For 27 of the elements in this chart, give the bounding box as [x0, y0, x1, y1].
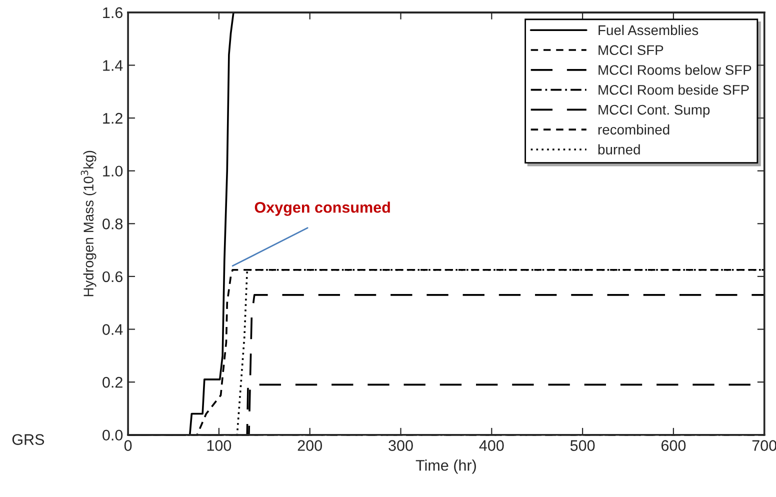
legend-label: MCCI SFP [598, 45, 664, 56]
x-tick-label: 100 [207, 440, 232, 451]
legend-label: MCCI Cont. Sump [598, 104, 710, 118]
y-tick-label: 0.0 [102, 430, 123, 441]
legend-label: Fuel Assemblies [598, 24, 698, 36]
x-tick-label: 200 [298, 440, 322, 451]
y-tick-label: 1.0 [103, 166, 123, 177]
x-tick-label: 300 [388, 440, 413, 451]
annotation: Oxygen consumed [254, 202, 390, 216]
x-tick-label: 0 [124, 440, 132, 451]
legend-label: burned [598, 144, 640, 154]
y-tick-label: 1.2 [103, 112, 122, 124]
x-tick-label: 600 [661, 440, 686, 451]
legend-label: recombined [598, 124, 670, 135]
y-tick-label: 0.2 [102, 376, 122, 388]
y-axis-title: Hydrogen Mass (10$^{3}$kg) [80, 150, 96, 296]
y-tick-label: 0.8 [102, 218, 123, 230]
y-tick-label: 0.6 [102, 271, 123, 282]
y-tick-label: 1.4 [103, 60, 123, 71]
x-axis-title: Time (hr) [416, 460, 476, 474]
x-tick-label: 400 [479, 440, 504, 451]
legend-label: MCCI Rooms below SFP [598, 64, 752, 75]
y-tick-label: 1.6 [103, 7, 123, 18]
text: GRS [12, 434, 44, 445]
y-tick-label: 0.4 [102, 324, 123, 335]
legend-label: MCCI Room beside SFP [598, 84, 749, 95]
x-tick-label: 500 [570, 440, 595, 451]
